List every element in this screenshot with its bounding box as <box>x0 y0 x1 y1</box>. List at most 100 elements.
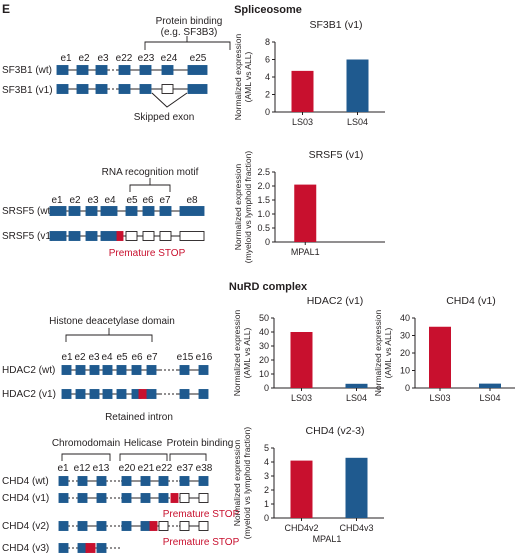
skip-connector <box>151 92 188 108</box>
note-premature-stop-v2: Premature STOP <box>163 537 240 548</box>
exon-label: e22 <box>156 463 173 474</box>
exon <box>102 389 113 399</box>
diagram-hdac2: Histone deacetylase domain e1 e2 e3 e4 e5 e6 e7… <box>2 316 213 423</box>
x-tick-label: LS04 <box>479 393 500 403</box>
y-tick-label: 1.5 <box>257 195 270 205</box>
exon <box>89 389 100 399</box>
y-tick-label: 1 <box>264 499 269 509</box>
exon <box>179 365 190 375</box>
row-label-srsf5-v1: SRSF5 (v1) <box>2 231 54 242</box>
bar-ls03 <box>290 332 313 388</box>
exon <box>58 543 69 553</box>
exon-label: e1 <box>51 195 63 206</box>
exon <box>58 493 69 503</box>
exon <box>131 365 142 375</box>
exon-label: e12 <box>74 463 91 474</box>
y-tick-label: 2.5 <box>257 167 270 177</box>
chromodomain-bracket <box>61 453 111 461</box>
x-tick-label: LS04 <box>346 393 367 403</box>
y-tick-label: 2 <box>264 485 269 495</box>
exon-label: e6 <box>142 195 154 206</box>
y-tick-label: 0.5 <box>257 223 270 233</box>
y-axis-label: Normalized expression <box>233 164 243 251</box>
annotation-protein-binding: Protein binding <box>167 438 234 449</box>
y-axis-label: Normalized expression <box>232 440 242 527</box>
exon <box>58 476 69 486</box>
exon-label: e7 <box>146 352 158 363</box>
y-tick-label: 20 <box>400 348 410 358</box>
exon-label: e7 <box>159 195 171 206</box>
x-tick-label: CHD4v2 <box>284 523 318 533</box>
section-title-spliceosome: Spliceosome <box>234 4 302 16</box>
exon <box>161 84 174 94</box>
exon-label: e23 <box>138 53 155 64</box>
bar-chd4v3 <box>345 457 368 518</box>
y-axis-sublabel: (myeloid vs lymphoid fraction) <box>242 427 252 540</box>
exon-label: e5 <box>116 352 128 363</box>
y-tick-label: 0 <box>264 513 269 523</box>
exon <box>198 476 209 486</box>
exon-label: e20 <box>119 463 136 474</box>
exon <box>198 521 209 531</box>
gene-structure-diagrams: Protein binding(e.g. SF3B3)e1 e2 e3 e22 e23 e… <box>2 16 240 554</box>
exon <box>100 231 118 241</box>
exon-label: e13 <box>93 463 110 474</box>
y-tick-label: 0 <box>405 383 410 393</box>
exon-label: e3 <box>97 53 109 64</box>
exon <box>56 84 69 94</box>
exon <box>96 521 107 531</box>
exon-label: e38 <box>196 463 213 474</box>
bar-mpal1 <box>294 184 317 242</box>
exon <box>146 365 157 375</box>
exon <box>187 65 208 75</box>
exon <box>159 206 172 216</box>
exon <box>179 476 190 486</box>
exon <box>116 389 127 399</box>
exon <box>77 521 88 531</box>
chart-title: CHD4 (v1) <box>446 295 496 307</box>
x-axis-label: MPAL1 <box>313 534 342 544</box>
y-tick-label: 5 <box>264 443 269 453</box>
note-skipped-exon: Skipped exon <box>134 112 195 123</box>
y-tick-label: 6 <box>265 55 270 65</box>
y-tick-label: 0 <box>265 107 270 117</box>
exon <box>118 65 131 75</box>
note-retained-intron: Retained intron <box>105 412 173 423</box>
protein-binding-bracket <box>169 453 207 461</box>
exon <box>179 389 190 399</box>
section-title-nurd: NuRD complex <box>229 281 308 293</box>
exon <box>95 84 108 94</box>
y-tick-label: 2.0 <box>257 181 270 191</box>
exon <box>96 476 107 486</box>
exon <box>139 84 152 94</box>
chart-2: HDAC2 (v1) 0 10 20 30 40 50 LS03 LS04 Normalized … <box>232 295 384 403</box>
x-tick-label: LS04 <box>347 117 368 127</box>
y-tick-label: 40 <box>259 327 269 337</box>
exon <box>56 65 69 75</box>
exon-label: e3 <box>87 195 99 206</box>
exon <box>49 231 67 241</box>
y-tick-label: 4 <box>264 457 269 467</box>
exon <box>139 65 152 75</box>
exon <box>77 493 88 503</box>
exon <box>100 206 118 216</box>
row-label-sf3b1-v1: SF3B1 (v1) <box>2 85 53 96</box>
exon-label: e2 <box>74 352 86 363</box>
exon-label: e1 <box>60 53 72 64</box>
y-tick-label: 30 <box>259 341 269 351</box>
bar-ls03 <box>429 326 451 388</box>
y-axis-label: Normalized expression <box>232 310 242 397</box>
exon <box>158 476 169 486</box>
y-tick-label: 0 <box>264 383 269 393</box>
row-label-chd4-v3: CHD4 (v3) <box>2 543 49 554</box>
protein-binding-bracket <box>144 41 231 50</box>
exon-label: e15 <box>177 352 194 363</box>
exon <box>116 231 124 241</box>
y-axis-label: Normalized expression <box>373 310 383 397</box>
exon <box>102 365 113 375</box>
exon-label: e16 <box>196 352 213 363</box>
exon <box>75 389 86 399</box>
exon <box>89 365 100 375</box>
exon-label: e2 <box>78 53 90 64</box>
